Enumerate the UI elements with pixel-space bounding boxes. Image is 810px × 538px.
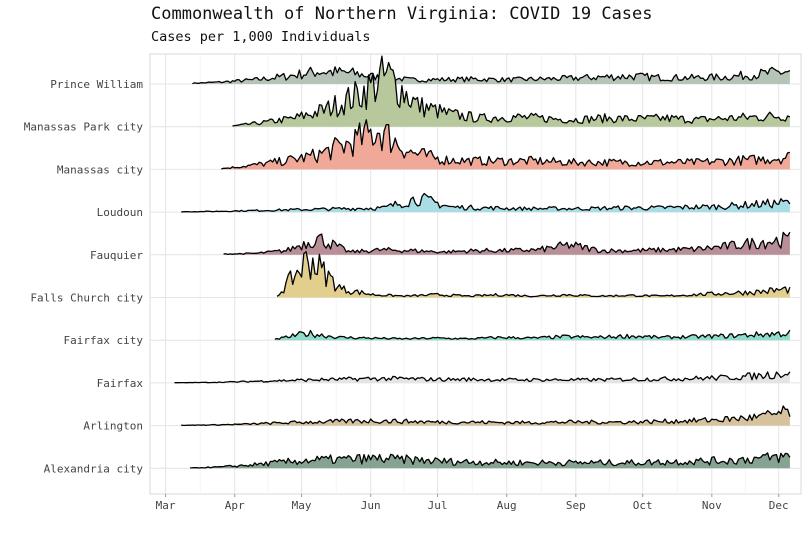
y-tick-label: Falls Church city xyxy=(30,292,143,305)
ridge-fauquier xyxy=(223,231,791,256)
x-tick-label: Jun xyxy=(361,499,381,512)
ridge-line-falls-church-city xyxy=(276,251,791,298)
x-tick-label: May xyxy=(292,499,312,512)
chart-title: Commonwealth of Northern Virginia: COVID… xyxy=(151,4,653,24)
ridge-area-manassas-city xyxy=(221,119,790,170)
ridge-area-fauquier xyxy=(223,232,790,255)
ridge-line-fairfax-city xyxy=(274,329,791,340)
ridge-line-alexandria-city xyxy=(190,452,791,469)
ridge-manassas-city xyxy=(221,119,791,170)
ridge-line-prince-william xyxy=(192,66,791,85)
y-tick-label: Arlington xyxy=(83,420,143,433)
ridge-falls-church-city xyxy=(276,251,791,298)
y-tick-label: Prince William xyxy=(50,78,143,91)
ridge-line-manassas-city xyxy=(221,119,791,170)
ridge-fairfax-city xyxy=(274,329,791,341)
y-tick-label: Alexandria city xyxy=(44,462,144,475)
ridge-area-manassas-park-city xyxy=(232,56,790,127)
ridge-line-fauquier xyxy=(223,231,791,256)
y-tick-label: Loudoun xyxy=(97,206,143,219)
ridge-layer xyxy=(174,55,791,469)
x-tick-label: Jul xyxy=(428,499,448,512)
x-tick-label: Dec xyxy=(769,499,789,512)
axis-layer: Prince William Manassas Park city Manassas… xyxy=(24,78,789,512)
ridge-area-falls-church-city xyxy=(277,251,790,298)
ridge-alexandria-city xyxy=(190,452,791,469)
x-tick-label: Aug xyxy=(497,499,517,512)
ridge-loudoun xyxy=(181,192,791,213)
ridge-area-arlington xyxy=(181,406,790,426)
ridge-line-manassas-park-city xyxy=(232,55,791,127)
y-tick-label: Manassas city xyxy=(57,163,143,176)
ridge-arlington xyxy=(181,405,791,427)
ridge-line-loudoun xyxy=(181,192,791,213)
ridge-area-fairfax xyxy=(174,371,790,383)
x-tick-label: Apr xyxy=(225,499,245,512)
x-tick-label: Oct xyxy=(633,499,653,512)
y-tick-label: Fairfax city xyxy=(64,334,144,347)
ridge-line-fairfax xyxy=(174,371,791,384)
ridge-line-arlington xyxy=(181,405,791,427)
y-tick-label: Manassas Park city xyxy=(24,121,144,134)
y-tick-label: Fairfax xyxy=(97,377,144,390)
y-tick-label: Fauquier xyxy=(90,249,143,262)
ridge-prince-william xyxy=(192,66,791,85)
ridge-manassas-park-city xyxy=(232,55,791,127)
x-tick-label: Mar xyxy=(156,499,176,512)
x-tick-label: Sep xyxy=(566,499,586,512)
ridge-fairfax xyxy=(174,371,791,384)
chart-subtitle: Cases per 1,000 Individuals xyxy=(151,29,371,45)
x-tick-label: Nov xyxy=(702,499,722,512)
